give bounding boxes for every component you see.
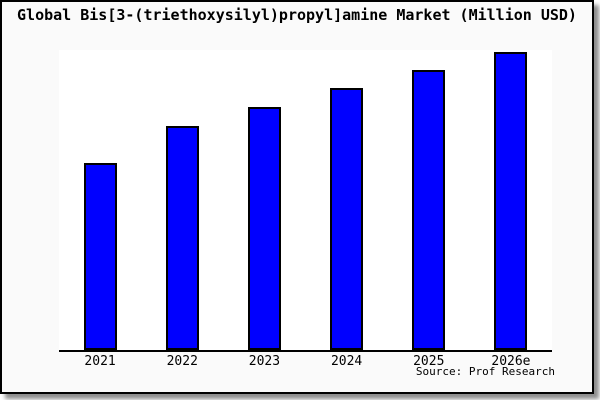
bar-2026e — [494, 52, 528, 350]
bar-slot-2023 — [223, 50, 305, 350]
bar-slot-2021 — [59, 50, 141, 350]
x-axis-labels: 2021 2022 2023 2024 2025 2026e — [59, 354, 552, 369]
bar-2023 — [247, 107, 281, 350]
plot-area — [59, 50, 552, 352]
bar-2022 — [165, 126, 199, 350]
bars-container — [59, 50, 552, 350]
x-axis-label-2024: 2024 — [330, 354, 363, 369]
bar-slot-2025 — [388, 50, 470, 350]
chart-frame: Global Bis[3-(triethoxysilyl)propyl]amin… — [0, 0, 594, 394]
bar-slot-2022 — [141, 50, 223, 350]
bar-2025 — [412, 70, 446, 350]
x-axis-label-2025: 2025 — [413, 354, 445, 369]
x-axis-label-2026e: 2026e — [491, 354, 531, 369]
bar-2021 — [83, 163, 117, 350]
bar-slot-2024 — [306, 50, 388, 350]
chart-title: Global Bis[3-(triethoxysilyl)propyl]amin… — [17, 6, 577, 24]
x-axis-label-2022: 2022 — [166, 354, 198, 369]
x-axis-label-2023: 2023 — [248, 354, 281, 369]
bar-slot-2026e — [470, 50, 552, 350]
bar-2024 — [330, 88, 364, 350]
source-label: Source: Prof Research — [415, 365, 555, 378]
x-axis-label-2021: 2021 — [84, 354, 116, 369]
